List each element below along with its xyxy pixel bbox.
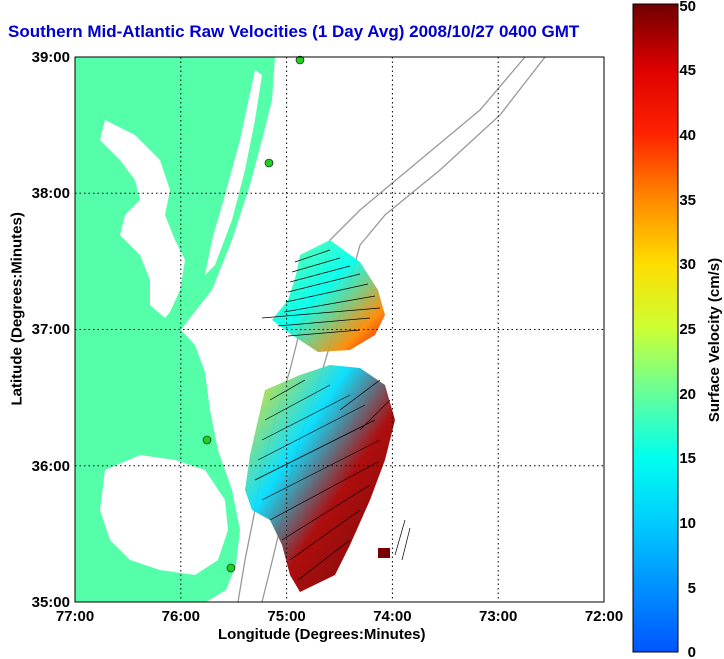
y-tick-label: 37:00 [32, 321, 70, 338]
velocity-vectors [254, 249, 411, 581]
colorbar-tick-label: 50 [679, 0, 696, 15]
x-axis-label: Longitude (Degrees:Minutes) [218, 626, 426, 643]
y-tick-label: 36:00 [32, 458, 70, 475]
x-tick-label: 74:00 [373, 608, 411, 625]
velocity-cell [378, 548, 390, 558]
colorbar-tick-label: 45 [679, 62, 696, 79]
colorbar-tick-label: 15 [679, 450, 696, 467]
colorbar-tick-label: 40 [679, 127, 696, 144]
axes-frame [74, 56, 605, 603]
colorbar-label: Surface Velocity (cm/s) [706, 258, 723, 422]
x-tick-label: 75:00 [267, 608, 305, 625]
y-tick-label: 39:00 [32, 49, 70, 66]
colorbar-tick-label: 25 [679, 321, 696, 338]
y-tick-label: 38:00 [32, 185, 70, 202]
plot-title: Southern Mid-Atlantic Raw Velocities (1 … [8, 22, 580, 41]
colorbar-tick-label: 0 [688, 644, 696, 659]
pamlico-sound [100, 455, 228, 575]
y-tick-label: 35:00 [32, 594, 70, 611]
x-tick-labels: 77:00 76:00 75:00 74:00 73:00 72:00 [56, 608, 623, 625]
grid-lines [75, 57, 604, 602]
y-tick-labels: 39:00 38:00 37:00 36:00 35:00 [32, 49, 70, 611]
velocity-field-south [245, 365, 395, 592]
x-tick-label: 73:00 [479, 608, 517, 625]
x-tick-label: 72:00 [585, 608, 623, 625]
colorbar [632, 3, 679, 653]
colorbar-tick-label: 35 [679, 192, 696, 209]
coastal-bay [205, 70, 262, 275]
colorbar-tick-label: 10 [679, 515, 696, 532]
chesapeake-bay [100, 120, 185, 318]
colorbar-tick-label: 30 [679, 256, 696, 273]
colorbar-tick-label: 20 [679, 386, 696, 403]
colorbar-tick-label: 5 [688, 580, 696, 597]
colorbar-tick-labels: 0 5 10 15 20 25 30 35 40 45 50 [679, 0, 696, 659]
radar-stations [202, 55, 305, 573]
x-tick-label: 77:00 [56, 608, 94, 625]
y-axis-label: Latitude (Degrees:Minutes) [8, 212, 26, 406]
x-tick-label: 76:00 [162, 608, 200, 625]
